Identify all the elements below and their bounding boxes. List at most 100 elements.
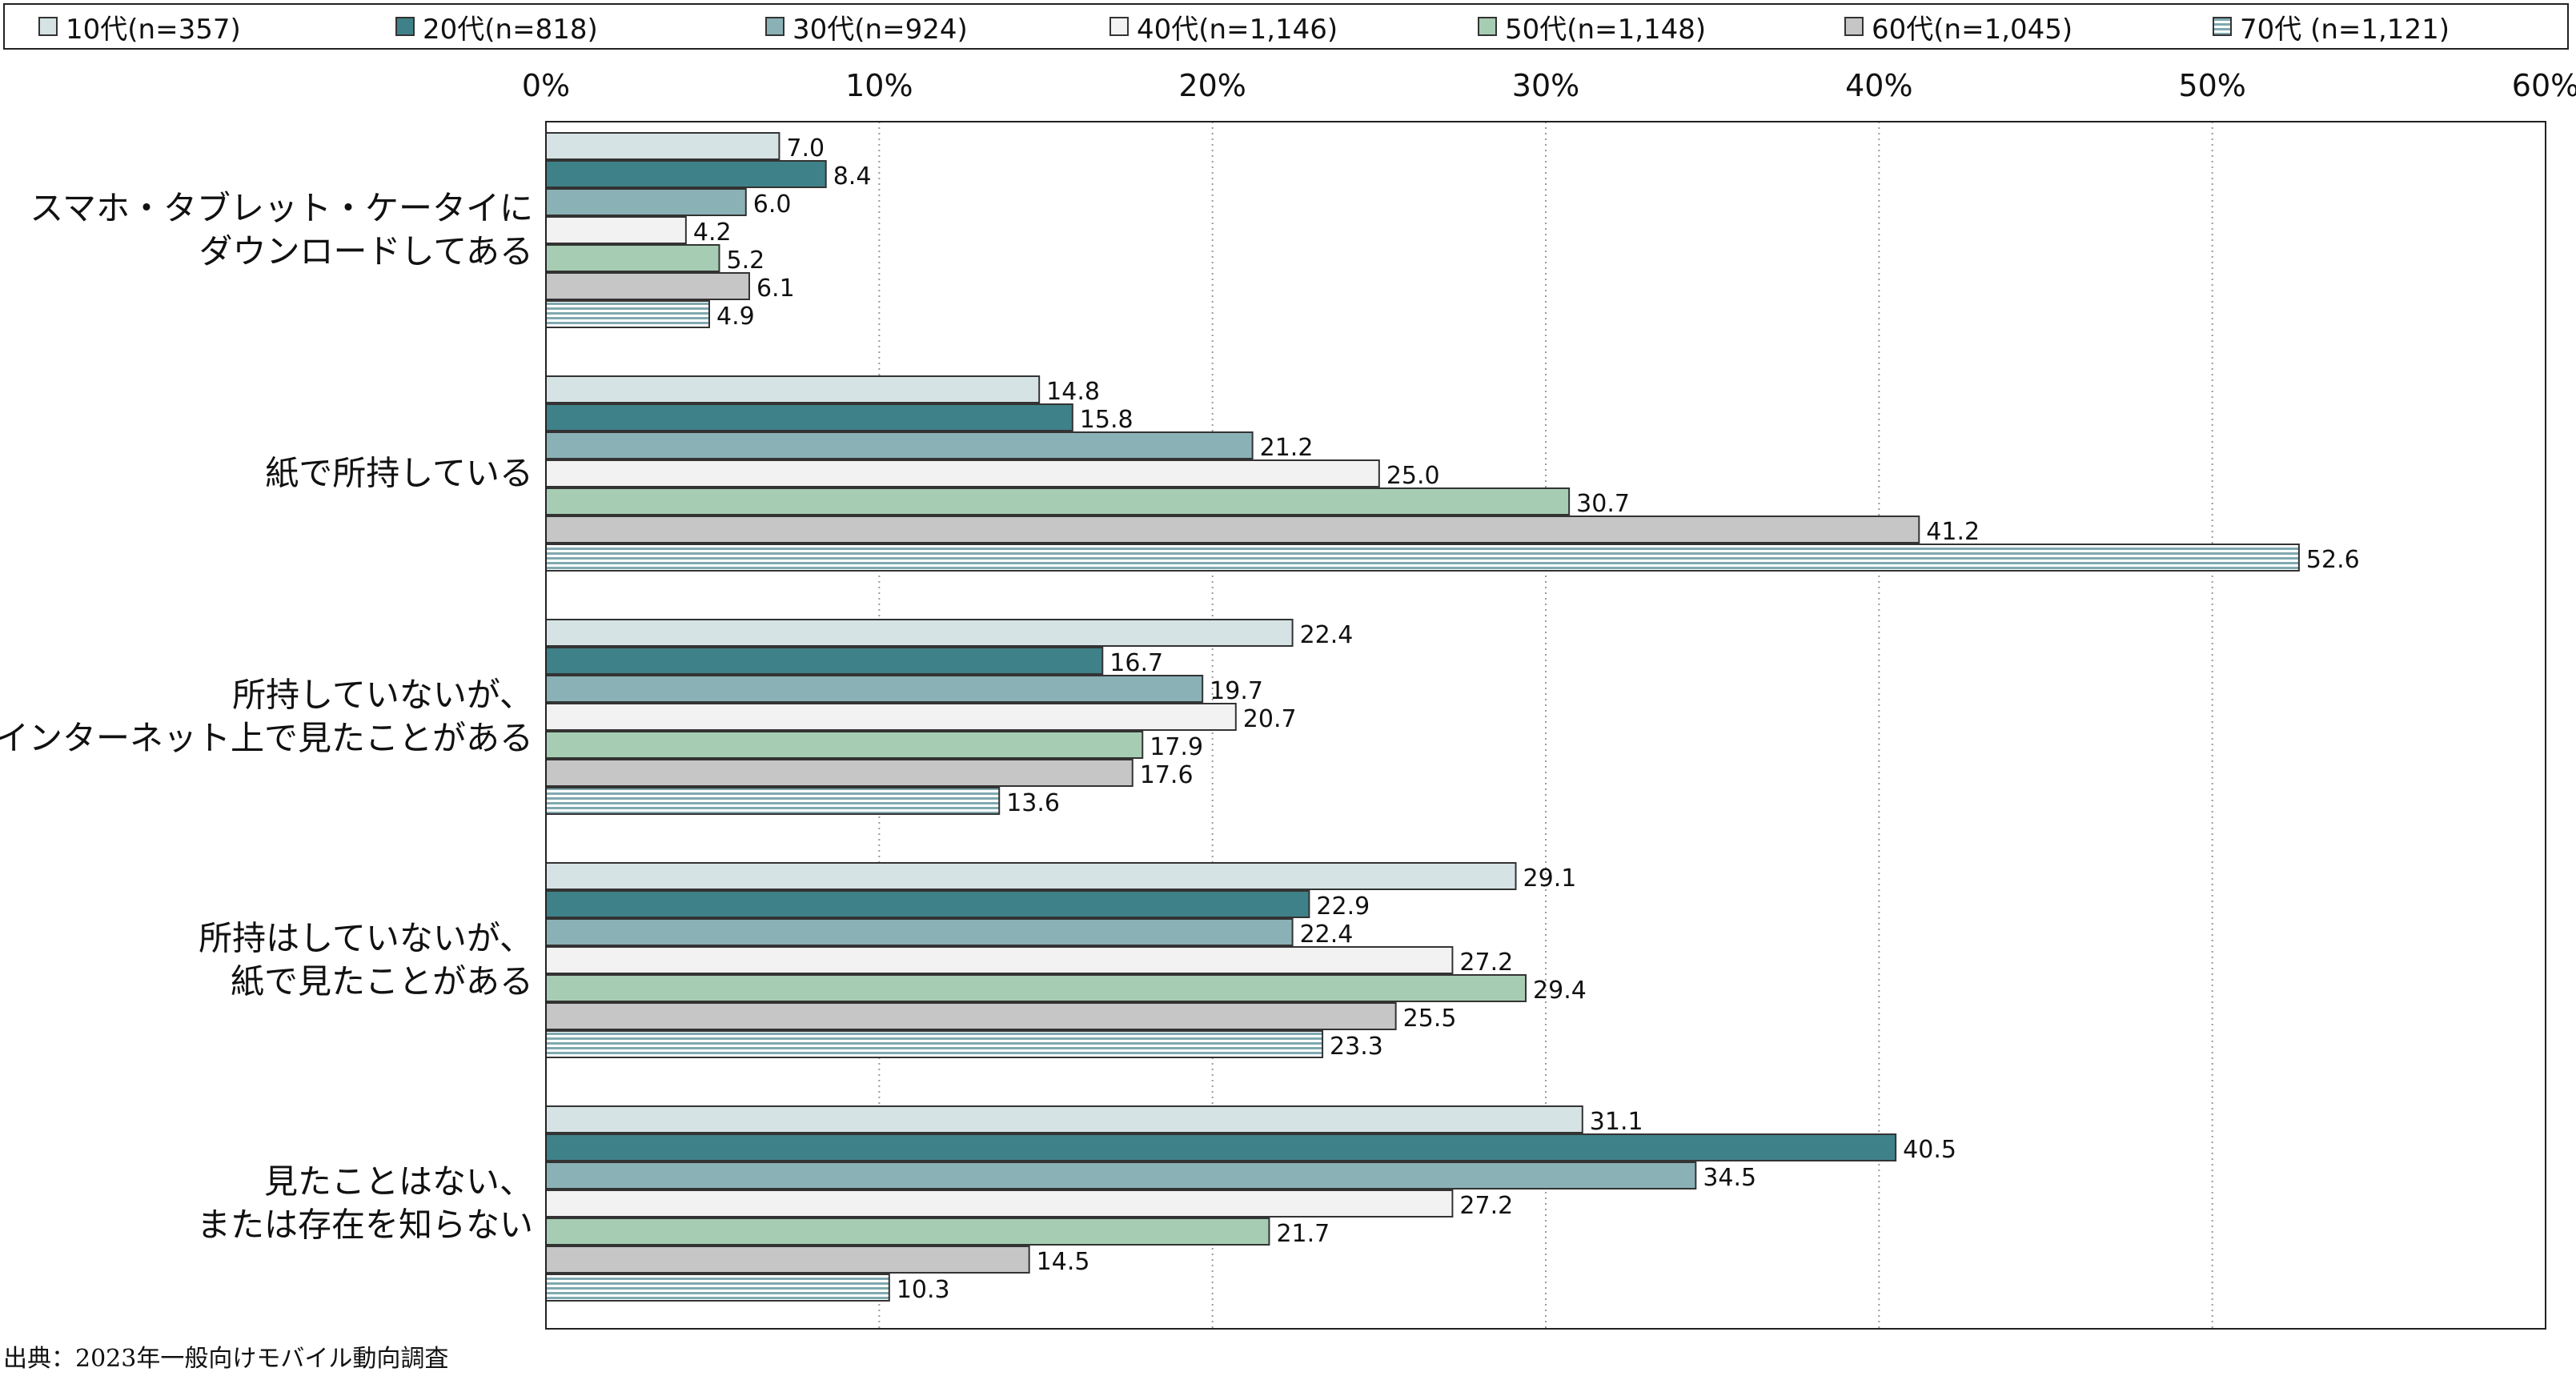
bar-value-label: 17.6 [1140, 761, 1194, 789]
chart-labels: 7.0 14.8 22.4 29.1 31.1 8.4 15.8 16.7 22.9 40.5 6.… [0, 134, 2360, 1304]
bar [545, 544, 2300, 572]
bar-value-label: 20.7 [1243, 705, 1297, 733]
bar [545, 487, 1571, 515]
legend-item: 50代(n=1,148) [1478, 5, 1706, 48]
bar [545, 1274, 890, 1302]
bar-value-label: 25.5 [1403, 1005, 1457, 1033]
bar-value-label: 30.7 [1576, 490, 1630, 518]
x-tick-label: 10% [845, 68, 913, 103]
bar [545, 703, 1237, 731]
legend-item: 10代(n=357) [38, 5, 241, 48]
x-tick-label: 50% [2178, 68, 2245, 103]
bar [545, 918, 1294, 946]
legend-swatch [38, 17, 58, 36]
bar-value-label: 6.0 [753, 191, 792, 219]
bar-value-label: 16.7 [1109, 649, 1163, 677]
bar-value-label: 4.9 [716, 303, 755, 331]
source-note: 出典：2023年一般向けモバイル動向調査 [3, 1345, 449, 1373]
legend-item: 20代(n=818) [395, 5, 598, 48]
legend-swatch [1478, 17, 1497, 36]
legend-swatch [1109, 17, 1129, 36]
bar [545, 132, 780, 160]
bar [545, 1030, 1324, 1058]
bar [545, 647, 1104, 675]
category-label: 紙で所持している [265, 454, 533, 493]
bar [545, 974, 1527, 1002]
chart-bars [545, 132, 2300, 1302]
bar-value-label: 31.1 [1590, 1108, 1643, 1136]
bar [545, 759, 1134, 787]
legend: 10代(n=357) 20代(n=818) 30代(n=924) 40代(n=1,14… [3, 3, 2569, 50]
bar [545, 862, 1517, 890]
x-tick-label: 60% [2512, 68, 2576, 103]
bar [545, 403, 1073, 431]
bar-value-label: 19.7 [1210, 677, 1263, 705]
bar [545, 946, 1454, 974]
bar [545, 619, 1294, 647]
bar-value-label: 23.3 [1330, 1033, 1383, 1061]
legend-swatch [395, 17, 415, 36]
bar-value-label: 17.9 [1150, 733, 1203, 761]
plot-frame [545, 121, 2546, 1330]
legend-swatch [765, 17, 784, 36]
bar-value-label: 21.7 [1276, 1220, 1330, 1248]
legend-label: 70代 (n=1,121) [2240, 13, 2450, 46]
bar-value-label: 5.2 [726, 247, 764, 275]
bar-value-label: 7.0 [786, 134, 825, 162]
category-label: スマホ・タブレット・ケータイにダウンロードしてある [30, 189, 533, 271]
bar [545, 731, 1144, 759]
x-tick-label: 20% [1178, 68, 1246, 103]
bar [545, 459, 1380, 487]
category-label: 所持していないが、インターネット上で見たことがある [0, 676, 533, 758]
bar-value-label: 22.4 [1300, 621, 1354, 649]
bar-value-label: 22.4 [1300, 921, 1354, 949]
bar [545, 1246, 1030, 1274]
bar-value-label: 29.4 [1533, 977, 1587, 1005]
bar [545, 272, 750, 300]
bar-value-label: 15.8 [1080, 406, 1134, 434]
bar-value-label: 6.1 [756, 275, 795, 303]
bar-value-label: 27.2 [1459, 949, 1513, 977]
bar-value-label: 10.3 [897, 1276, 950, 1304]
legend-label: 20代(n=818) [423, 13, 598, 46]
bar-value-label: 22.9 [1316, 893, 1370, 921]
bar [545, 1189, 1454, 1218]
bar [545, 216, 687, 244]
chart-axis: 0% 10% 20% 30% 40% 50% 60% [522, 68, 2576, 1330]
bar-value-label: 21.2 [1260, 434, 1314, 462]
bar [545, 244, 720, 272]
bar-value-label: 41.2 [1926, 518, 1980, 546]
bar-value-label: 13.6 [1006, 789, 1060, 817]
legend-label: 30代(n=924) [792, 13, 968, 46]
bar [545, 1133, 1897, 1161]
legend-label: 60代(n=1,045) [1872, 13, 2073, 46]
x-tick-label: 30% [1512, 68, 1579, 103]
category-label: 見たことはない、または存在を知らない [197, 1162, 533, 1245]
bar-value-label: 14.8 [1046, 378, 1100, 406]
legend-item: 40代(n=1,146) [1109, 5, 1338, 48]
legend-item: 70代 (n=1,121) [2213, 5, 2450, 48]
bar [545, 890, 1310, 918]
legend-item: 30代(n=924) [765, 5, 968, 48]
legend-label: 40代(n=1,146) [1137, 13, 1338, 46]
legend-label: 10代(n=357) [66, 13, 241, 46]
bar-value-label: 29.1 [1523, 865, 1577, 893]
bar [545, 1161, 1697, 1189]
bar [545, 675, 1204, 703]
legend-swatch [1844, 17, 1864, 36]
legend-item: 60代(n=1,045) [1844, 5, 2072, 48]
bar-value-label: 14.5 [1037, 1248, 1090, 1276]
bar [545, 188, 747, 216]
legend-label: 50代(n=1,148) [1505, 13, 1707, 46]
category-label: 所持はしていないが、紙で見たことがある [199, 919, 533, 1001]
bar [545, 1105, 1583, 1133]
bar [545, 1002, 1397, 1030]
bar-value-label: 34.5 [1703, 1164, 1756, 1192]
bar [545, 375, 1041, 403]
bar [545, 787, 1001, 815]
bar-value-label: 8.4 [833, 162, 872, 191]
bar [545, 160, 827, 188]
bar-value-label: 27.2 [1459, 1192, 1513, 1220]
x-tick-label: 0% [522, 68, 570, 103]
